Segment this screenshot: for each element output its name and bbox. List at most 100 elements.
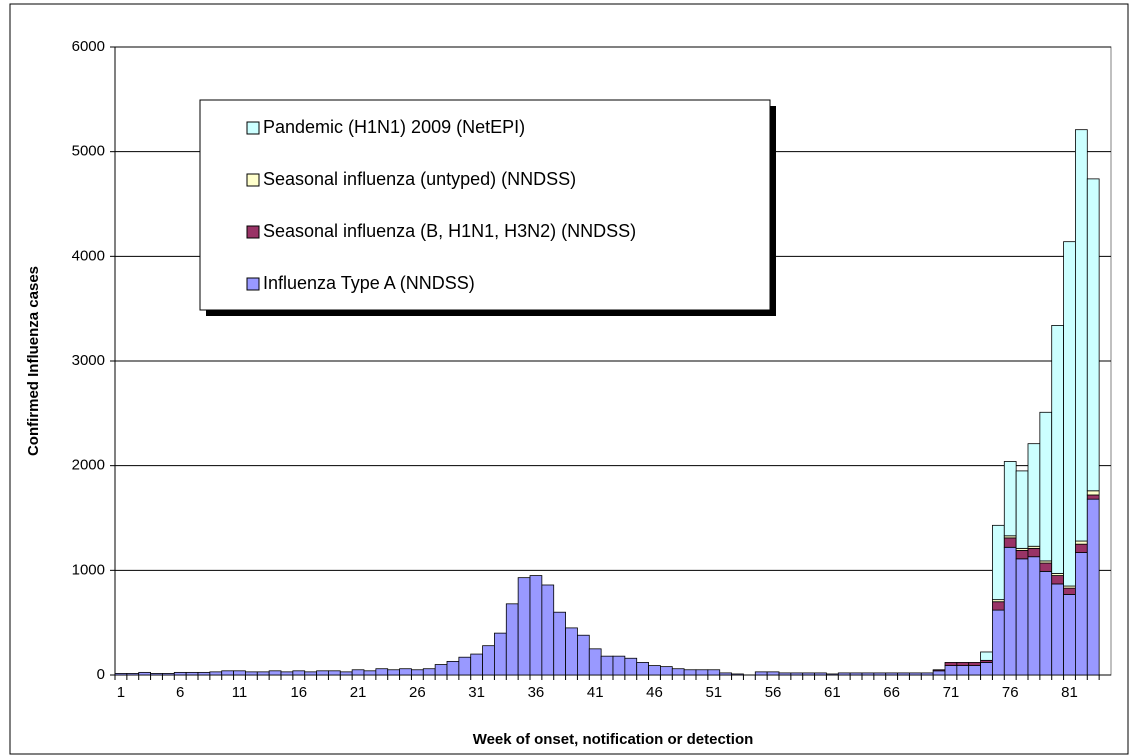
legend-swatch bbox=[246, 173, 260, 187]
y-tick-label: 0 bbox=[97, 666, 105, 683]
bar-segment bbox=[304, 671, 317, 676]
x-tick-label: 76 bbox=[1002, 684, 1019, 701]
bar-segment bbox=[588, 648, 602, 676]
bar-segment bbox=[173, 671, 187, 676]
bar-segment bbox=[766, 671, 780, 676]
bar-segment bbox=[802, 672, 815, 676]
x-tick-label: 31 bbox=[468, 684, 485, 701]
bar-segment bbox=[363, 670, 377, 676]
legend-swatch bbox=[246, 277, 260, 291]
bar-segment bbox=[245, 671, 258, 676]
x-tick-label: 11 bbox=[232, 684, 248, 701]
bar-segment bbox=[351, 669, 365, 676]
x-tick-label: 81 bbox=[1061, 684, 1078, 701]
bar-segment bbox=[482, 645, 495, 676]
legend-label: Influenza Type A (NNDSS) bbox=[263, 273, 475, 293]
x-tick-label: 66 bbox=[883, 684, 900, 701]
bar-segment bbox=[1015, 550, 1029, 560]
bar-segment bbox=[328, 670, 341, 676]
bar-segment bbox=[754, 671, 768, 676]
bar-segment bbox=[470, 653, 483, 676]
bar-segment bbox=[1075, 543, 1088, 553]
bar-segment bbox=[1051, 325, 1064, 574]
bar-segment bbox=[1039, 562, 1053, 572]
bar-segment bbox=[695, 669, 709, 676]
bar-segment bbox=[1027, 443, 1041, 547]
bar-segment bbox=[624, 657, 638, 676]
bar-segment bbox=[992, 601, 1005, 611]
bar-segment bbox=[1086, 498, 1100, 676]
bar-segment bbox=[387, 669, 400, 676]
bar-segment bbox=[565, 627, 578, 676]
bar-segment bbox=[1003, 546, 1017, 676]
x-axis-title: Week of onset, notification or detection bbox=[473, 731, 754, 748]
legend-swatch bbox=[246, 225, 260, 239]
x-tick-label: 46 bbox=[646, 684, 663, 701]
bar-segment bbox=[233, 670, 246, 676]
bar-segment bbox=[600, 655, 614, 676]
bar-segment bbox=[897, 672, 910, 676]
y-axis-title: Confirmed Influenza cases bbox=[25, 266, 42, 456]
bar-segment bbox=[458, 656, 472, 676]
bar-segment bbox=[1075, 552, 1088, 676]
bar-segment bbox=[505, 603, 519, 676]
bar-segment bbox=[956, 662, 970, 666]
bar-segment bbox=[636, 662, 649, 676]
bar-segment bbox=[648, 665, 661, 676]
bar-segment bbox=[553, 611, 566, 676]
bar-segment bbox=[920, 672, 934, 676]
x-tick-label: 51 bbox=[705, 684, 722, 701]
bar-segment bbox=[1063, 587, 1076, 595]
bar-segment bbox=[980, 662, 993, 676]
bar-segment bbox=[114, 673, 128, 676]
x-tick-label: 26 bbox=[409, 684, 426, 701]
y-tick-label: 1000 bbox=[72, 561, 105, 578]
bar-segment bbox=[541, 584, 555, 676]
bar-segment bbox=[944, 662, 958, 666]
bar-segment bbox=[1063, 241, 1076, 587]
bar-segment bbox=[719, 672, 732, 676]
bar-segment bbox=[956, 665, 970, 676]
bar-segment bbox=[1075, 129, 1088, 542]
bar-segment bbox=[446, 660, 460, 676]
bar-segment bbox=[1003, 537, 1017, 548]
bar-segment bbox=[209, 671, 223, 676]
bar-segment bbox=[909, 672, 922, 676]
bar-segment bbox=[849, 672, 863, 676]
bar-segment bbox=[292, 670, 306, 676]
bar-segment bbox=[790, 672, 804, 676]
bar-segment bbox=[411, 669, 424, 676]
bar-segment bbox=[968, 662, 981, 666]
bar-segment bbox=[968, 665, 981, 676]
bar-segment bbox=[1086, 494, 1100, 500]
y-tick-label: 3000 bbox=[72, 352, 105, 369]
bar-segment bbox=[138, 671, 151, 676]
bar-segment bbox=[256, 671, 270, 676]
x-tick-label: 1 bbox=[117, 684, 125, 701]
bar-segment bbox=[316, 670, 329, 676]
bar-segment bbox=[1015, 470, 1029, 549]
bar-segment bbox=[731, 673, 744, 676]
bar-segment bbox=[1051, 583, 1064, 676]
bar-segment bbox=[1027, 556, 1041, 676]
x-tick-label: 36 bbox=[528, 684, 545, 701]
bar-segment bbox=[707, 669, 721, 676]
bar-segment bbox=[837, 672, 851, 676]
legend-swatch bbox=[246, 121, 260, 135]
bar-segment bbox=[399, 668, 412, 676]
y-tick-label: 2000 bbox=[72, 457, 105, 474]
bar-segment bbox=[221, 670, 234, 676]
bar-segment bbox=[660, 666, 673, 676]
legend-label: Pandemic (H1N1) 2009 (NetEPI) bbox=[263, 117, 525, 137]
bar-segment bbox=[422, 668, 436, 676]
x-tick-label: 71 bbox=[943, 684, 960, 701]
bar-segment bbox=[529, 575, 543, 676]
bar-segment bbox=[826, 673, 839, 676]
bar-segment bbox=[992, 609, 1005, 676]
legend-label: Seasonal influenza (B, H1N1, H3N2) (NNDS… bbox=[263, 221, 636, 241]
bar-segment bbox=[494, 632, 507, 676]
bar-segment bbox=[861, 672, 875, 676]
bar-segment bbox=[1086, 490, 1100, 496]
y-tick-label: 4000 bbox=[72, 247, 105, 264]
bar-segment bbox=[375, 668, 389, 676]
